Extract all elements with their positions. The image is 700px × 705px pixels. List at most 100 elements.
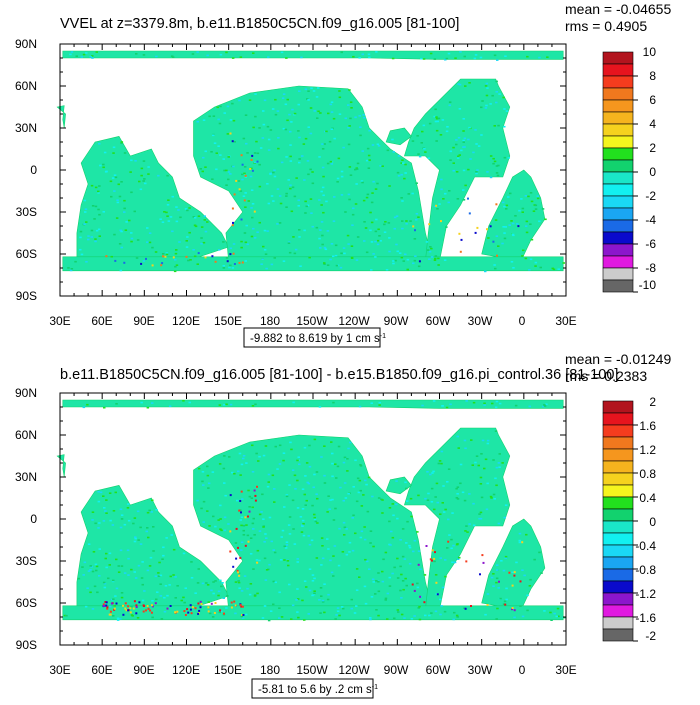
ocean-speckle — [526, 609, 529, 612]
ocean-speckle — [146, 227, 149, 229]
ocean-speckle — [449, 403, 452, 406]
ocean-speckle — [348, 89, 351, 91]
ocean-speckle — [388, 576, 391, 579]
ocean-speckle — [252, 517, 255, 520]
ocean-speckle — [266, 183, 269, 185]
ocean-speckle — [157, 572, 160, 574]
ocean-speckle — [219, 53, 223, 56]
anomaly-mark — [429, 558, 432, 561]
ocean-speckle — [361, 181, 364, 184]
ocean-speckle — [94, 563, 98, 566]
ocean-speckle — [118, 243, 122, 245]
ocean-speckle — [176, 585, 179, 587]
colorbar-box — [602, 123, 634, 137]
ocean-speckle — [219, 504, 222, 507]
ocean-speckle — [397, 611, 400, 613]
ocean-speckle — [331, 498, 334, 501]
ocean-speckle — [504, 557, 507, 559]
ocean-speckle — [459, 51, 462, 53]
ocean-speckle — [497, 522, 501, 525]
ocean-speckle — [340, 170, 344, 173]
ocean-speckle — [481, 100, 484, 102]
ocean-speckle — [357, 491, 361, 494]
ocean-speckle — [403, 177, 406, 180]
ocean-speckle — [441, 586, 445, 589]
ocean-speckle — [200, 242, 203, 245]
ocean-speckle — [313, 513, 316, 516]
ocean-speckle — [319, 229, 322, 231]
ocean-speckle — [462, 141, 465, 143]
ocean-speckle — [152, 526, 155, 528]
anomaly-mark — [519, 580, 522, 583]
ocean-speckle — [174, 252, 178, 255]
ocean-speckle — [196, 51, 199, 53]
ocean-speckle — [255, 559, 259, 561]
ocean-speckle — [362, 114, 365, 116]
ocean-speckle — [369, 211, 372, 214]
ocean-speckle — [348, 166, 352, 168]
ocean-speckle — [562, 262, 565, 264]
anomaly-mark — [135, 612, 138, 615]
ocean-speckle — [423, 147, 426, 150]
ocean-speckle — [336, 607, 340, 609]
ocean-speckle — [415, 218, 418, 221]
anomaly-mark — [147, 607, 150, 610]
colorbar-box — [602, 195, 634, 209]
ocean-speckle — [448, 104, 451, 107]
ocean-speckle — [274, 98, 277, 101]
ocean-speckle — [217, 594, 220, 597]
anomaly-mark — [142, 610, 145, 613]
ocean-speckle — [468, 82, 471, 84]
ocean-speckle — [243, 232, 247, 234]
ocean-speckle — [335, 614, 338, 616]
ocean-speckle — [486, 171, 489, 173]
panel-2-title: b.e11.B1850C5CN.f09_g16.005 [81-100] - b… — [60, 367, 618, 383]
ocean-region-arctic — [62, 399, 564, 409]
anomaly-mark — [418, 260, 421, 263]
anomaly-mark — [496, 254, 498, 257]
ocean-speckle — [435, 129, 439, 132]
ocean-speckle — [493, 125, 496, 127]
ocean-speckle — [383, 231, 387, 233]
ocean-speckle — [102, 520, 106, 522]
ocean-speckle — [116, 199, 119, 201]
ocean-speckle — [402, 260, 405, 262]
ocean-speckle — [298, 161, 301, 164]
colorbar-box — [602, 532, 634, 546]
anomaly-mark — [479, 573, 481, 576]
ocean-speckle — [268, 563, 271, 566]
ocean-speckle — [456, 435, 459, 438]
ocean-speckle — [136, 617, 140, 619]
ocean-speckle — [142, 160, 146, 162]
ocean-speckle — [350, 107, 353, 109]
ocean-speckle — [82, 406, 86, 409]
ocean-speckle — [314, 520, 318, 523]
ocean-speckle — [528, 405, 531, 408]
ocean-speckle — [202, 241, 206, 244]
ocean-speckle — [492, 157, 495, 160]
anomaly-mark — [233, 193, 236, 196]
lon-label: 120E — [172, 314, 200, 328]
ocean-speckle — [377, 614, 380, 617]
anomaly-mark — [198, 609, 201, 612]
anomaly-mark — [233, 600, 236, 603]
ocean-region-atlantic — [403, 78, 511, 262]
ocean-speckle — [229, 119, 233, 121]
ocean-speckle — [285, 544, 289, 546]
ocean-speckle — [264, 445, 268, 447]
anomaly-mark — [102, 604, 105, 607]
colorbar-box — [602, 544, 634, 558]
ocean-speckle — [372, 180, 375, 183]
panel-1-rms: rms = 0.4905 — [565, 18, 647, 34]
ocean-speckle — [202, 521, 205, 523]
ocean-speckle — [311, 504, 314, 507]
ocean-speckle — [457, 136, 461, 139]
ocean-speckle — [156, 591, 159, 593]
ocean-speckle — [378, 401, 381, 404]
anomaly-mark — [229, 550, 232, 553]
ocean-speckle — [437, 117, 441, 120]
ocean-speckle — [363, 538, 367, 541]
ocean-speckle — [334, 618, 337, 620]
panel-1-title: VVEL at z=3379.8m, b.e11.B1850C5CN.f09_g… — [60, 16, 459, 32]
colorbar-box — [602, 207, 634, 221]
